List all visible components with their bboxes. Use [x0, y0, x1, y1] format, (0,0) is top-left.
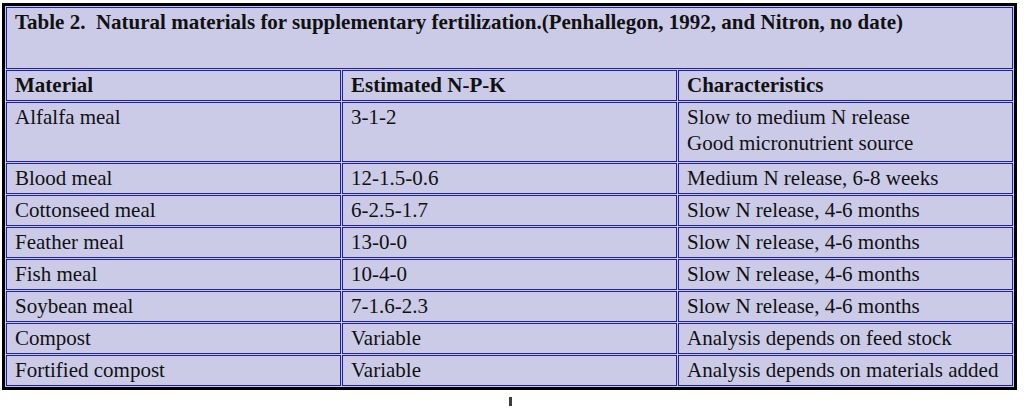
characteristics-cell: Slow N release, 4-6 months [678, 291, 1013, 322]
table-row: Compost Variable Analysis depends on fee… [6, 323, 1013, 354]
material-cell: Compost [6, 323, 341, 354]
material-cell: Fortified compost [6, 355, 341, 386]
material-cell: Cottonseed meal [6, 195, 341, 226]
characteristics-cell: Slow to medium N release Good micronutri… [678, 102, 1013, 162]
characteristics-cell: Analysis depends on feed stock [678, 323, 1013, 354]
table-title-row: Table 2. Natural materials for supplemen… [6, 7, 1013, 69]
npk-cell: 10-4-0 [342, 259, 677, 290]
table-header-row: Material Estimated N-P-K Characteristics [6, 70, 1013, 101]
material-cell: Blood meal [6, 163, 341, 194]
characteristics-cell: Medium N release, 6-8 weeks [678, 163, 1013, 194]
npk-cell: Variable [342, 355, 677, 386]
table-row: Soybean meal 7-1.6-2.3 Slow N release, 4… [6, 291, 1013, 322]
npk-cell: 3-1-2 [342, 102, 677, 162]
characteristics-cell: Slow N release, 4-6 months [678, 227, 1013, 258]
npk-cell: 12-1.5-0.6 [342, 163, 677, 194]
material-cell: Soybean meal [6, 291, 341, 322]
column-header-characteristics: Characteristics [678, 70, 1013, 101]
characteristic-line: Slow to medium N release [687, 104, 1006, 130]
npk-cell: 6-2.5-1.7 [342, 195, 677, 226]
npk-cell: Variable [342, 323, 677, 354]
column-header-material: Material [6, 70, 341, 101]
material-cell: Feather meal [6, 227, 341, 258]
table-title: Table 2. Natural materials for supplemen… [6, 7, 1013, 69]
table-row: Cottonseed meal 6-2.5-1.7 Slow N release… [6, 195, 1013, 226]
column-header-npk: Estimated N-P-K [342, 70, 677, 101]
material-cell: Fish meal [6, 259, 341, 290]
characteristic-line: Good micronutrient source [687, 130, 1006, 156]
table-row: Feather meal 13-0-0 Slow N release, 4-6 … [6, 227, 1013, 258]
characteristics-cell: Analysis depends on materials added [678, 355, 1013, 386]
characteristics-cell: Slow N release, 4-6 months [678, 195, 1013, 226]
table-row: Fortified compost Variable Analysis depe… [6, 355, 1013, 386]
npk-cell: 7-1.6-2.3 [342, 291, 677, 322]
table-row: Fish meal 10-4-0 Slow N release, 4-6 mon… [6, 259, 1013, 290]
table-row: Alfalfa meal 3-1-2 Slow to medium N rele… [6, 102, 1013, 162]
table-row: Blood meal 12-1.5-0.6 Medium N release, … [6, 163, 1013, 194]
document-page: Table 2. Natural materials for supplemen… [0, 0, 1024, 409]
characteristics-cell: Slow N release, 4-6 months [678, 259, 1013, 290]
fertilization-table: Table 2. Natural materials for supplemen… [2, 3, 1017, 390]
material-cell: Alfalfa meal [6, 102, 341, 162]
cursor-tick-artifact [509, 397, 512, 406]
npk-cell: 13-0-0 [342, 227, 677, 258]
